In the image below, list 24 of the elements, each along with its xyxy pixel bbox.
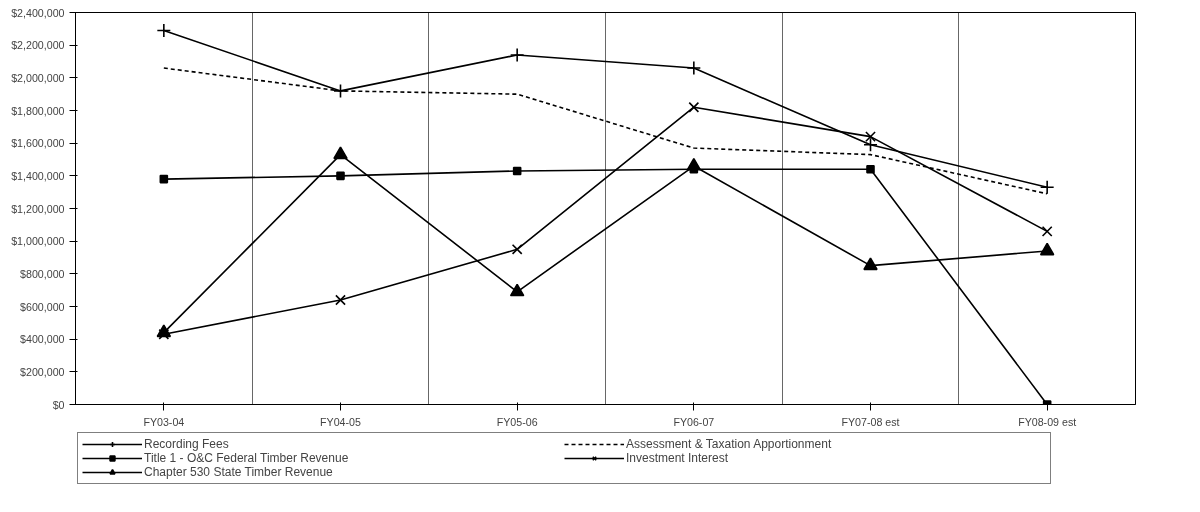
legend-label: Title 1 - O&C Federal Timber Revenue (144, 451, 350, 465)
x-tick-label: FY04-05 (320, 415, 362, 428)
x-tick-label: FY03-04 (143, 415, 185, 428)
y-tick-label: $200,000 (20, 365, 65, 378)
y-tick-label: $400,000 (20, 333, 65, 346)
y-tick-label: $1,200,000 (11, 202, 65, 215)
x-tick-label: FY08-09 est (1018, 415, 1077, 428)
legend-label: Investment Interest (626, 451, 730, 465)
y-tick-label: $1,000,000 (11, 235, 65, 248)
y-tick-label: $2,200,000 (11, 39, 65, 52)
x-tick-label: FY07-08 est (841, 415, 900, 428)
legend-label: Assessment & Taxation Apportionment (626, 437, 833, 451)
y-tick-label: $1,400,000 (11, 169, 65, 182)
y-tick-label: $1,800,000 (11, 104, 65, 117)
y-tick-label: $1,600,000 (11, 137, 65, 150)
y-tick-label: $800,000 (20, 267, 65, 280)
y-tick-label: $0 (52, 398, 65, 411)
legend-label: Recording Fees (144, 437, 230, 451)
y-tick-label: $2,000,000 (11, 71, 65, 84)
x-tick-label: FY05-06 (496, 415, 538, 428)
x-tick-label: FY06-07 (673, 415, 715, 428)
y-tick-label: $2,400,000 (11, 6, 65, 19)
y-tick-label: $600,000 (20, 300, 65, 313)
legend-label: Chapter 530 State Timber Revenue (144, 465, 334, 479)
